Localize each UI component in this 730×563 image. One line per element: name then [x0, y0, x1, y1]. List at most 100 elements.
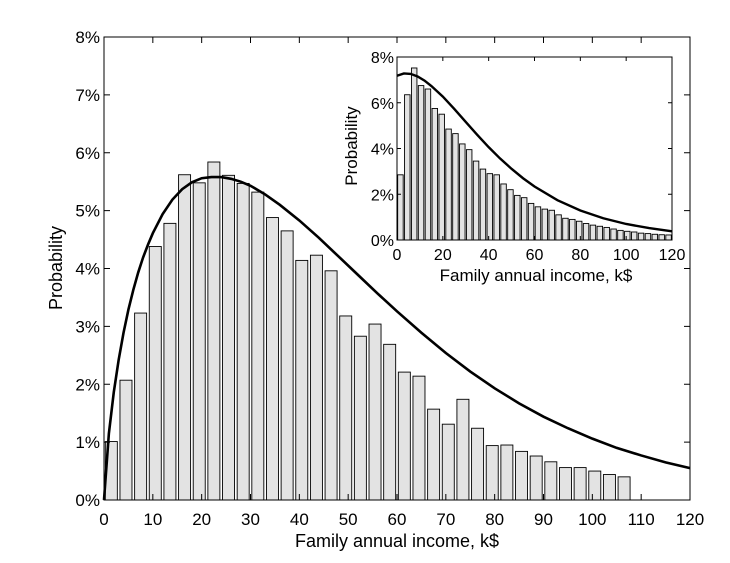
inset-x-tick-label: 0: [393, 247, 402, 264]
inset-bar: [630, 231, 638, 241]
inset-bar: [410, 67, 418, 241]
main-bar: [339, 315, 353, 501]
main-y-tick-label: 6%: [75, 144, 100, 163]
main-y-axis-label: Probability: [46, 226, 66, 310]
inset-y-tick-label: 8%: [371, 50, 394, 67]
main-bar: [207, 161, 221, 501]
main-x-tick-label: 60: [388, 510, 407, 529]
main-bar: [222, 174, 235, 501]
main-bar: [353, 335, 367, 501]
main-bar: [368, 323, 382, 501]
main-fit-curve: [102, 175, 691, 501]
main-x-axis-label: Family annual income, k$: [295, 531, 499, 551]
inset-bar: [651, 233, 659, 241]
inset-bar: [603, 226, 610, 241]
inset-bar: [479, 168, 487, 241]
main-bar: [529, 455, 543, 501]
inset-bar: [548, 209, 555, 241]
main-y-tick-label: 7%: [75, 86, 100, 105]
inset-bar: [562, 217, 569, 241]
main-x-tick-label: 100: [578, 510, 606, 529]
inset-bar: [534, 206, 542, 241]
main-bar: [309, 254, 323, 501]
main-y-tick-labels: 0% 1% 2% 3% 4% 5% 6% 7% 8%: [75, 28, 100, 510]
inset-bar: [624, 230, 631, 241]
inset-bar: [541, 208, 549, 241]
main-bar: [134, 312, 148, 501]
main-x-tick-label: 80: [485, 510, 504, 529]
main-bar: [324, 270, 338, 501]
main-x-tick-label: 110: [628, 510, 655, 529]
inset-bar: [452, 133, 459, 241]
inset-bar: [596, 225, 604, 241]
inset-x-tick-label: 20: [434, 247, 452, 264]
inset-bar: [465, 149, 473, 241]
main-bar: [559, 467, 572, 501]
inset-bar: [438, 113, 445, 241]
main-bars: [104, 161, 631, 501]
inset-bar: [404, 94, 411, 241]
inset-bar: [431, 108, 439, 241]
main-bar: [515, 450, 528, 501]
main-bar: [471, 427, 485, 501]
inset-bar: [555, 214, 562, 241]
inset-plot: 0 20 40 60 80 100 120 0% 2% 4% 6% 8% Family annual…: [342, 50, 685, 285]
main-x-tick-label: 10: [143, 510, 162, 529]
main-bar: [456, 398, 470, 501]
inset-x-tick-labels: 0 20 40 60 80 100 120: [393, 247, 686, 264]
inset-y-tick-label: 0%: [371, 233, 394, 250]
main-bar: [266, 217, 279, 501]
main-y-tick-label: 4%: [75, 260, 100, 279]
inset-bar: [417, 85, 425, 241]
inset-bar: [445, 128, 452, 241]
main-x-tick-label: 20: [192, 510, 211, 529]
inset-bar: [397, 174, 404, 241]
inset-x-tick-label: 40: [480, 247, 498, 264]
inset-y-tick-label: 4%: [371, 142, 394, 159]
inset-bar: [575, 220, 583, 241]
main-bar: [544, 461, 558, 501]
inset-bar: [493, 174, 500, 241]
main-bar: [397, 371, 411, 501]
inset-bar: [459, 143, 466, 241]
inset-bar: [514, 194, 521, 241]
inset-bar: [610, 228, 617, 241]
main-bar: [412, 375, 426, 501]
main-x-tick-label: 50: [339, 510, 358, 529]
main-bar: [427, 408, 441, 501]
inset-bar: [617, 229, 624, 241]
inset-y-tick-label: 6%: [371, 96, 394, 113]
inset-bar: [569, 218, 576, 241]
inset-bar: [665, 234, 672, 241]
inset-x-tick-label: 100: [613, 247, 640, 264]
main-bar: [441, 423, 455, 501]
main-y-tick-label: 8%: [75, 28, 100, 47]
inset-bar: [527, 202, 535, 241]
main-bar: [163, 222, 177, 501]
main-x-tick-label: 90: [534, 510, 553, 529]
main-y-tick-label: 0%: [75, 491, 100, 510]
inset-fit-curve: [396, 72, 673, 233]
main-bar: [119, 379, 133, 501]
main-bar: [148, 246, 162, 501]
main-bar: [573, 467, 587, 501]
inset-y-tick-labels: 0% 2% 4% 6% 8%: [371, 50, 394, 250]
main-bar: [192, 182, 206, 501]
inset-y-axis-label: Probability: [342, 106, 361, 186]
main-x-tick-label: 0: [99, 510, 108, 529]
main-bar: [588, 470, 602, 501]
inset-bar: [424, 88, 432, 241]
inset-x-tick-label: 80: [571, 247, 589, 264]
inset-background: [397, 57, 672, 240]
main-y-tick-label: 3%: [75, 317, 100, 336]
main-bar: [383, 343, 397, 501]
main-ticks: [103, 36, 691, 501]
main-x-tick-labels: 0 10 20 30 40 50 60 70 80 90 100 110 120: [99, 510, 704, 529]
inset-bar: [644, 233, 652, 241]
main-bar: [500, 444, 514, 501]
inset-y-tick-label: 2%: [371, 187, 394, 204]
main-bar: [295, 259, 309, 501]
inset-ticks: [396, 56, 673, 241]
main-x-tick-label: 120: [676, 510, 704, 529]
main-x-tick-label: 30: [241, 510, 260, 529]
